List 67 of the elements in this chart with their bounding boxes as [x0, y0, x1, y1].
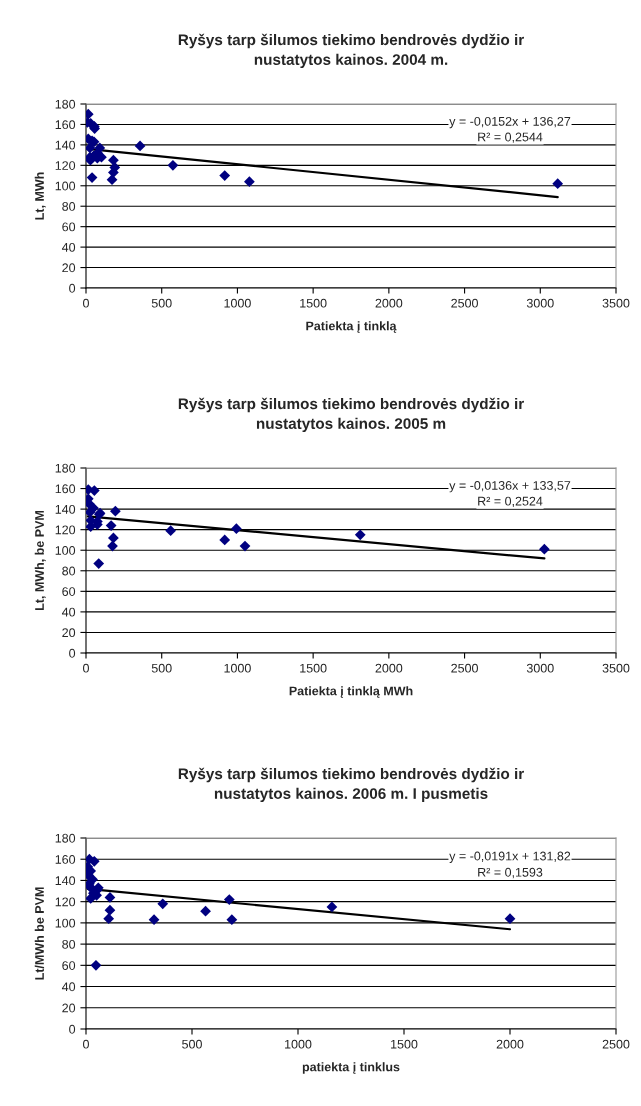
- x-tick-label: 500: [182, 1039, 202, 1049]
- y-tick-label: 60: [62, 222, 76, 232]
- x-tick-label: 2500: [451, 298, 478, 308]
- x-tick-label: 2000: [375, 298, 403, 308]
- y-tick-label: 140: [55, 876, 76, 886]
- y-tick-label: 80: [62, 939, 76, 949]
- annotation: R² = 0,2544: [478, 132, 543, 143]
- x-tick-label: 500: [151, 298, 172, 308]
- x-axis-title: Patiekta į tinklą: [306, 321, 397, 333]
- y-tick-label: 40: [61, 242, 76, 252]
- x-tick-label: 0: [83, 1039, 89, 1049]
- y-tick-label: 80: [62, 566, 76, 576]
- x-tick-label: 0: [83, 298, 89, 308]
- annotation: R² = 0,1593: [478, 867, 543, 879]
- chart-title: Ryšys tarp šilumos tiekimo bendrovės dydžio ir nustatytos kainos. 2004 m.: [178, 33, 524, 68]
- y-axis-title: Lt, MWh: [34, 172, 46, 220]
- y-tick-label: 100: [55, 918, 76, 928]
- x-tick-label: 1500: [300, 298, 327, 308]
- y-tick-label: 180: [55, 833, 76, 843]
- annotation: R² = 0,2524: [478, 496, 543, 508]
- y-tick-label: 120: [55, 161, 76, 170]
- y-tick-label: 60: [62, 587, 76, 596]
- x-tick-label: 1000: [224, 298, 251, 308]
- y-tick-label: 20: [62, 628, 76, 638]
- x-tick-label: 0: [83, 663, 89, 673]
- x-tick-label: 2500: [451, 663, 478, 673]
- y-tick-label: 180: [55, 99, 76, 109]
- chart-title: Ryšys tarp šilumos tiekimo bendrovės dydžio ir nustatytos kainos. 2006 m. I pusmetis: [178, 767, 524, 802]
- annotation: y = -0,0191x + 131,82: [449, 851, 571, 863]
- x-tick-label: 3000: [526, 298, 554, 308]
- annotation: y = -0,0136x + 133,57: [449, 481, 571, 493]
- y-tick-label: 40: [61, 982, 76, 992]
- chart-title: Ryšys tarp šilumos tiekimo bendrovės dydžio ir nustatytos kainos. 2005 m: [178, 397, 524, 432]
- y-tick-label: 100: [55, 181, 76, 191]
- y-tick-label: 120: [55, 897, 76, 907]
- x-tick-label: 3500: [602, 663, 630, 673]
- x-tick-label: 2000: [496, 1039, 524, 1049]
- y-tick-label: 0: [69, 283, 76, 293]
- y-tick-label: 120: [55, 525, 76, 535]
- y-tick-label: 160: [55, 120, 76, 130]
- x-tick-label: 2000: [375, 663, 403, 673]
- y-tick-label: 60: [62, 961, 76, 970]
- x-tick-label: 1000: [285, 1039, 312, 1049]
- x-tick-label: 3500: [602, 298, 630, 308]
- y-tick-label: 180: [55, 463, 76, 473]
- y-tick-label: 0: [69, 648, 76, 658]
- y-axis-title: Lt/MWh be PVM: [34, 887, 45, 980]
- x-tick-label: 500: [151, 663, 172, 673]
- y-tick-label: 0: [69, 1024, 76, 1034]
- x-axis-title: patiekta į tinklus: [302, 1062, 400, 1074]
- x-tick-label: 1000: [224, 663, 251, 673]
- y-tick-label: 160: [55, 484, 76, 494]
- annotation: y = -0,0152x + 136,27: [449, 116, 571, 129]
- y-tick-label: 140: [55, 504, 76, 514]
- y-tick-label: 20: [62, 263, 76, 273]
- y-tick-label: 40: [61, 607, 76, 617]
- y-axis-title: Lt, MWh, be PVM: [34, 510, 46, 610]
- y-tick-label: 20: [62, 1003, 76, 1013]
- x-tick-label: 3000: [526, 663, 554, 673]
- x-tick-label: 2500: [602, 1039, 630, 1049]
- x-tick-label: 1500: [300, 663, 327, 673]
- y-tick-label: 80: [62, 202, 76, 211]
- y-tick-label: 160: [55, 855, 76, 864]
- x-axis-title: Patiekta į tinklą MWh: [289, 686, 413, 698]
- x-tick-label: 1500: [391, 1039, 418, 1049]
- y-tick-label: 100: [55, 546, 76, 555]
- y-tick-label: 140: [55, 140, 76, 150]
